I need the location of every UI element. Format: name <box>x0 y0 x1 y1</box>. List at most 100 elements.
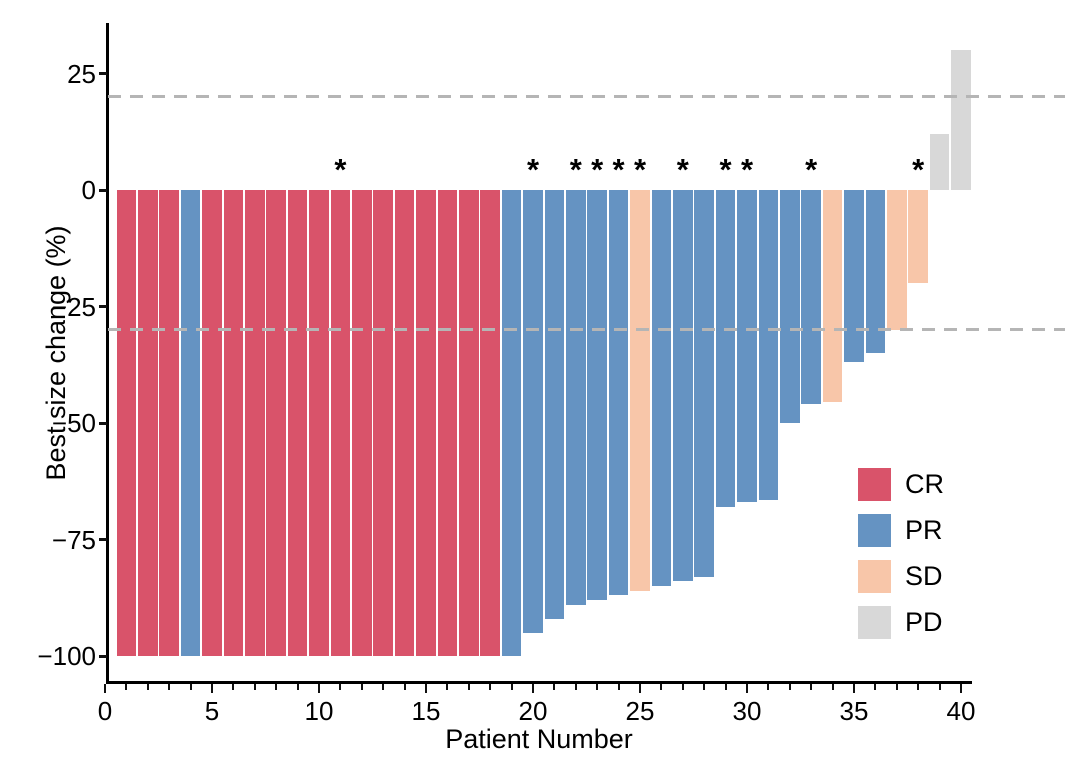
x-major-tick-5 <box>211 684 213 693</box>
x-minor-tick-24 <box>617 684 620 690</box>
bar-patient-17-cr <box>459 190 479 656</box>
bar-patient-12-cr <box>352 190 372 656</box>
y-tick-label-0: 0 <box>81 175 96 205</box>
asterisk-annotation-patient-27: * <box>676 152 689 187</box>
bar-patient-21-pr <box>544 190 565 619</box>
bar-patient-19-pr <box>501 190 522 656</box>
y-tick--25 <box>99 305 107 308</box>
bar-patient-8-cr <box>266 190 286 656</box>
x-major-tick-30 <box>746 684 748 693</box>
x-minor-tick-14 <box>403 684 406 690</box>
x-tick-label-25: 25 <box>625 696 655 726</box>
y-tick-label-25: 25 <box>67 58 96 89</box>
bar-patient-10-cr <box>309 190 329 656</box>
bar-patient-32-pr <box>780 190 800 423</box>
bar-patient-14-cr <box>394 190 415 656</box>
x-minor-tick-19 <box>510 684 513 690</box>
x-minor-tick-28 <box>703 684 706 690</box>
x-minor-tick-8 <box>275 684 278 690</box>
bar-patient-34-sd <box>822 190 843 403</box>
x-minor-tick-16 <box>446 684 449 690</box>
x-minor-tick-6 <box>232 684 235 690</box>
x-tick-label-15: 15 <box>411 696 441 726</box>
bar-patient-22-pr <box>566 190 586 605</box>
x-major-tick-10 <box>318 684 320 693</box>
y-tick-25 <box>99 72 107 75</box>
x-minor-tick-1 <box>125 684 128 690</box>
asterisk-annotation-patient-11: * <box>334 152 347 187</box>
x-major-tick-35 <box>853 684 855 693</box>
x-tick-label-10: 10 <box>304 696 334 726</box>
x-minor-tick-26 <box>660 684 663 690</box>
bar-patient-4-pr <box>180 190 201 656</box>
bar-patient-36-pr <box>865 190 886 354</box>
legend-swatch-sd <box>858 560 891 593</box>
bar-patient-30-pr <box>737 190 757 503</box>
x-tick-label-40: 40 <box>946 696 976 726</box>
x-minor-tick-17 <box>467 684 470 690</box>
x-minor-tick-36 <box>874 684 877 690</box>
asterisk-annotation-patient-20: * <box>526 152 540 187</box>
bar-patient-23-pr <box>587 190 607 601</box>
x-minor-tick-32 <box>788 684 791 690</box>
x-minor-tick-2 <box>146 684 149 690</box>
x-major-tick-0 <box>104 684 106 693</box>
bar-patient-24-pr <box>608 190 629 596</box>
x-minor-tick-18 <box>489 684 492 690</box>
bar-patient-31-pr <box>758 190 779 500</box>
x-minor-tick-39 <box>938 684 941 690</box>
x-minor-tick-9 <box>296 684 299 690</box>
asterisk-annotation-patient-38: * <box>912 152 925 187</box>
x-minor-tick-27 <box>681 684 684 690</box>
bar-patient-16-cr <box>437 190 458 656</box>
x-minor-tick-31 <box>767 684 770 690</box>
reference-line--30 <box>108 328 1065 332</box>
asterisk-annotation-patient-24: * <box>612 152 625 187</box>
bar-patient-9-cr <box>287 190 308 656</box>
bar-patient-6-cr <box>223 190 244 656</box>
x-major-tick-15 <box>425 684 427 693</box>
y-tick-label--75: −75 <box>51 524 96 555</box>
x-minor-tick-22 <box>574 684 577 690</box>
x-minor-tick-23 <box>596 684 599 690</box>
x-tick-label-20: 20 <box>518 696 548 726</box>
x-major-tick-40 <box>960 684 962 693</box>
bar-patient-13-cr <box>373 190 393 656</box>
x-minor-tick-38 <box>917 684 920 690</box>
x-tick-label-30: 30 <box>732 696 762 726</box>
y-tick--50 <box>99 421 107 425</box>
x-minor-tick-11 <box>339 684 342 690</box>
y-tick-label--100: −100 <box>37 641 96 671</box>
y-axis-spine <box>106 23 109 684</box>
x-minor-tick-7 <box>253 684 256 690</box>
bar-patient-7-cr <box>245 190 265 656</box>
x-axis-spine <box>106 681 972 684</box>
y-axis-title: Best size change (%) <box>41 225 71 481</box>
legend-swatch-pd <box>858 606 891 639</box>
bar-patient-2-cr <box>138 190 158 656</box>
bar-patient-15-cr <box>416 190 436 656</box>
legend-label-pr: PR <box>905 515 943 545</box>
legend-label-pd: PD <box>905 607 943 637</box>
y-tick--75 <box>99 538 107 541</box>
bar-patient-37-sd <box>887 190 907 330</box>
bar-patient-25-sd <box>630 190 650 591</box>
bar-patient-33-pr <box>801 190 821 405</box>
asterisk-annotation-patient-33: * <box>805 152 818 187</box>
reference-line-20 <box>108 95 1065 99</box>
x-tick-label-5: 5 <box>204 696 220 726</box>
bar-patient-28-pr <box>694 190 714 577</box>
asterisk-annotation-patient-23: * <box>591 152 604 187</box>
x-major-tick-20 <box>532 684 534 693</box>
bar-patient-1-cr <box>116 190 137 656</box>
x-minor-tick-4 <box>189 684 192 690</box>
y-tick-label--50: −50 <box>51 408 96 438</box>
x-major-tick-25 <box>639 684 641 693</box>
bar-patient-38-sd <box>908 190 928 284</box>
legend-swatch-pr <box>858 514 891 547</box>
asterisk-annotation-patient-25: * <box>633 152 647 187</box>
x-minor-tick-12 <box>360 684 363 690</box>
bar-patient-39-pd <box>929 134 950 190</box>
asterisk-annotation-patient-22: * <box>569 152 582 187</box>
